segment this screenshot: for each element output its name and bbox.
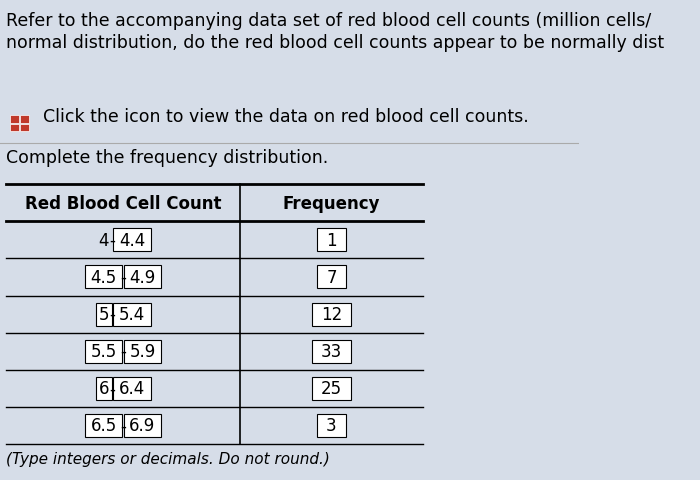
Text: 4.5: 4.5 [90, 268, 117, 287]
FancyBboxPatch shape [124, 340, 161, 363]
Text: 6.9: 6.9 [130, 417, 155, 434]
Text: 5.9: 5.9 [130, 342, 155, 360]
FancyBboxPatch shape [85, 266, 122, 289]
Text: -: - [120, 342, 126, 360]
FancyBboxPatch shape [85, 414, 122, 437]
Text: 25: 25 [321, 380, 342, 397]
FancyBboxPatch shape [10, 116, 19, 123]
FancyBboxPatch shape [312, 340, 351, 363]
Text: 3: 3 [326, 417, 337, 434]
Text: 7: 7 [326, 268, 337, 287]
FancyBboxPatch shape [312, 303, 351, 326]
FancyBboxPatch shape [317, 266, 346, 289]
FancyBboxPatch shape [113, 229, 150, 252]
Text: normal distribution, do the red blood cell counts appear to be normally dist: normal distribution, do the red blood ce… [6, 34, 664, 51]
FancyBboxPatch shape [317, 229, 346, 252]
Text: -: - [120, 417, 126, 434]
Text: -: - [110, 380, 116, 397]
FancyBboxPatch shape [20, 116, 29, 123]
FancyBboxPatch shape [124, 414, 161, 437]
Text: 4.4: 4.4 [119, 231, 145, 249]
Text: -: - [120, 268, 126, 287]
Text: 5.5: 5.5 [90, 342, 117, 360]
FancyBboxPatch shape [95, 377, 112, 400]
Text: Red Blood Cell Count: Red Blood Cell Count [25, 194, 221, 212]
FancyBboxPatch shape [20, 124, 29, 132]
Text: 5: 5 [99, 305, 109, 324]
Text: 6: 6 [99, 380, 109, 397]
FancyBboxPatch shape [95, 303, 112, 326]
Text: Frequency: Frequency [283, 194, 380, 212]
Text: Refer to the accompanying data set of red blood cell counts (million cells/: Refer to the accompanying data set of re… [6, 12, 651, 30]
Text: 6.5: 6.5 [90, 417, 117, 434]
Text: Click the icon to view the data on red blood cell counts.: Click the icon to view the data on red b… [43, 108, 529, 126]
FancyBboxPatch shape [312, 377, 351, 400]
Text: 12: 12 [321, 305, 342, 324]
Text: 33: 33 [321, 342, 342, 360]
Text: 1: 1 [326, 231, 337, 249]
FancyBboxPatch shape [113, 377, 150, 400]
Text: -: - [110, 231, 116, 249]
FancyBboxPatch shape [113, 303, 150, 326]
Text: 5.4: 5.4 [119, 305, 145, 324]
Text: Complete the frequency distribution.: Complete the frequency distribution. [6, 149, 328, 167]
Text: 4: 4 [99, 231, 109, 249]
FancyBboxPatch shape [317, 414, 346, 437]
Text: -: - [110, 305, 116, 324]
FancyBboxPatch shape [124, 266, 161, 289]
Text: (Type integers or decimals. Do not round.): (Type integers or decimals. Do not round… [6, 451, 330, 466]
Text: 4.9: 4.9 [130, 268, 155, 287]
FancyBboxPatch shape [85, 340, 122, 363]
FancyBboxPatch shape [10, 124, 19, 132]
Text: 6.4: 6.4 [119, 380, 145, 397]
